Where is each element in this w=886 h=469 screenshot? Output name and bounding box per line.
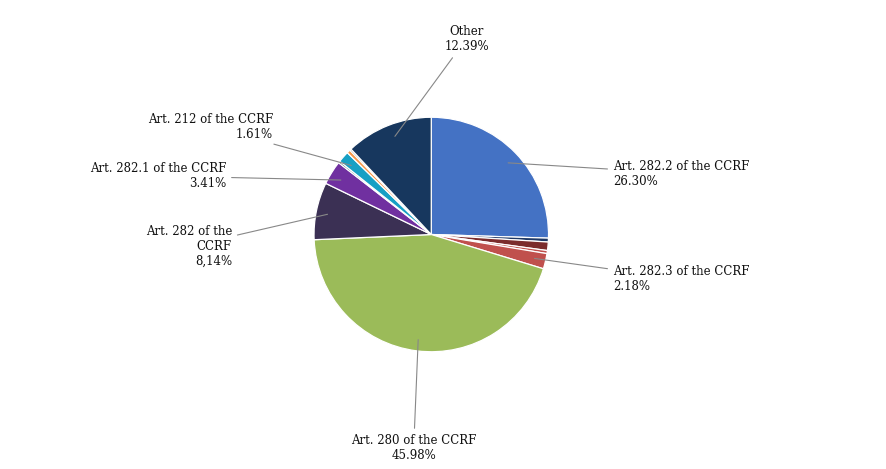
Text: Other
12.39%: Other 12.39% bbox=[395, 25, 489, 136]
Wedge shape bbox=[326, 163, 431, 234]
Wedge shape bbox=[431, 234, 547, 269]
Wedge shape bbox=[315, 234, 543, 352]
Text: Art. 282.2 of the CCRF
26.30%: Art. 282.2 of the CCRF 26.30% bbox=[509, 159, 750, 188]
Wedge shape bbox=[347, 150, 431, 234]
Text: Art. 282.1 of the CCRF
3.41%: Art. 282.1 of the CCRF 3.41% bbox=[89, 162, 341, 190]
Wedge shape bbox=[431, 234, 548, 242]
Wedge shape bbox=[338, 161, 431, 234]
Wedge shape bbox=[314, 183, 431, 240]
Wedge shape bbox=[351, 117, 431, 234]
Text: Art. 282.3 of the CCRF
2.18%: Art. 282.3 of the CCRF 2.18% bbox=[534, 258, 750, 293]
Wedge shape bbox=[339, 153, 431, 234]
Text: Art. 280 of the CCRF
45.98%: Art. 280 of the CCRF 45.98% bbox=[351, 340, 477, 462]
Text: Art. 282 of the
CCRF
8,14%: Art. 282 of the CCRF 8,14% bbox=[145, 214, 328, 268]
Wedge shape bbox=[431, 234, 548, 250]
Wedge shape bbox=[431, 234, 548, 254]
Wedge shape bbox=[431, 117, 548, 238]
Text: Art. 212 of the CCRF
1.61%: Art. 212 of the CCRF 1.61% bbox=[148, 113, 351, 166]
Wedge shape bbox=[350, 149, 431, 234]
